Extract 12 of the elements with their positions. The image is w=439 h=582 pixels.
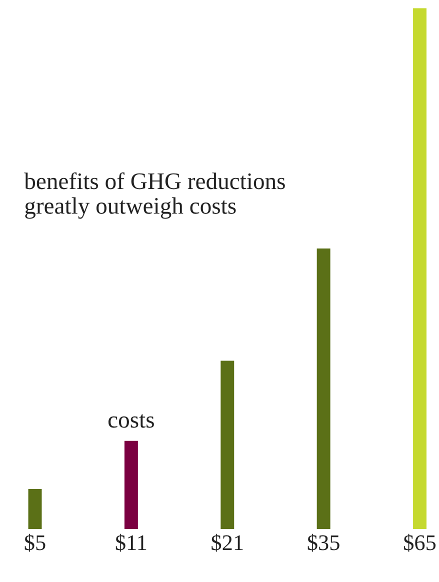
data-label: $35 — [308, 534, 340, 552]
bar — [316, 248, 330, 530]
bar — [124, 440, 138, 530]
annotation: costs — [108, 414, 154, 428]
bar — [220, 360, 234, 530]
data-label: $65 — [404, 534, 436, 552]
data-label: $5 — [24, 534, 46, 552]
bar — [28, 488, 42, 530]
bar — [413, 8, 426, 530]
data-label: $21 — [212, 534, 243, 552]
data-label: $11 — [116, 534, 146, 552]
annotation: benefits of GHG reductions greatly outweigh costs — [24, 172, 285, 219]
